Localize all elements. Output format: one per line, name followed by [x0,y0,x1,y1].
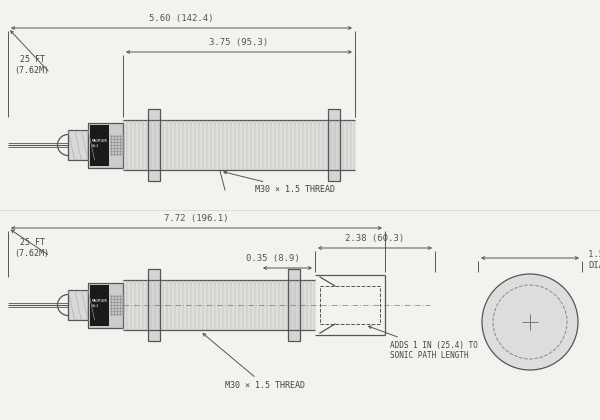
Bar [320,286,380,324]
Text: MAGPOWR: MAGPOWR [92,299,108,303]
Text: US-2: US-2 [92,144,99,148]
Text: 25 FT
(7.62M): 25 FT (7.62M) [14,55,49,75]
FancyBboxPatch shape [68,130,88,160]
Bar [88,123,123,168]
Text: ADDS 1 IN (25.4) TO
SONIC PATH LENGTH: ADDS 1 IN (25.4) TO SONIC PATH LENGTH [368,326,478,360]
Text: M30 × 1.5 THREAD: M30 × 1.5 THREAD [203,333,305,390]
Text: 7.72 (196.1): 7.72 (196.1) [164,214,229,223]
Text: 25 FT
(7.62M): 25 FT (7.62M) [14,238,49,258]
Bar [288,269,300,341]
Circle shape [482,274,578,370]
Text: 3.75 (95.3): 3.75 (95.3) [209,38,269,47]
Text: 0.35 (8.9): 0.35 (8.9) [245,254,299,263]
Bar [148,109,160,181]
Text: 1.50 (38.1)
DIA: 1.50 (38.1) DIA [588,250,600,270]
Bar [148,269,160,341]
Text: MAGPOWR: MAGPOWR [92,139,108,143]
Bar [123,120,355,170]
Bar [328,109,340,181]
Text: 5.60 (142.4): 5.60 (142.4) [149,14,214,23]
Text: 2.38 (60.3): 2.38 (60.3) [346,234,404,243]
Bar [88,283,123,328]
Text: US-2: US-2 [92,304,99,308]
Bar [90,124,109,165]
Bar [123,280,315,330]
Text: M30 × 1.5 THREAD: M30 × 1.5 THREAD [224,171,335,194]
FancyBboxPatch shape [68,290,88,320]
Bar [90,284,109,326]
